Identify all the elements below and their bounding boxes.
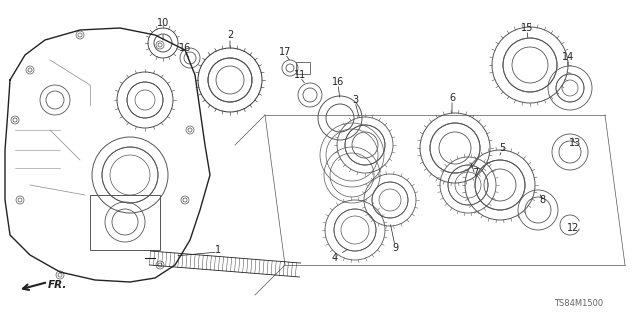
- Bar: [296, 62, 310, 74]
- Text: FR.: FR.: [48, 280, 67, 290]
- Text: 8: 8: [539, 195, 545, 205]
- Text: TS84M1500: TS84M1500: [554, 299, 603, 308]
- Text: 11: 11: [294, 70, 306, 80]
- Text: 2: 2: [227, 30, 233, 40]
- Text: 5: 5: [499, 143, 505, 153]
- Text: 16: 16: [179, 43, 191, 53]
- Text: 10: 10: [157, 18, 169, 28]
- Text: 4: 4: [332, 253, 338, 263]
- Text: 17: 17: [279, 47, 291, 57]
- Text: 1: 1: [215, 245, 221, 255]
- Text: 9: 9: [392, 243, 398, 253]
- Text: 7: 7: [472, 168, 478, 178]
- Bar: [90, 195, 160, 250]
- Text: 15: 15: [521, 23, 533, 33]
- Text: 16: 16: [332, 77, 344, 87]
- Text: 6: 6: [449, 93, 455, 103]
- Text: 12: 12: [567, 223, 579, 233]
- Text: 14: 14: [562, 52, 574, 62]
- Text: 13: 13: [569, 138, 581, 148]
- Text: 3: 3: [352, 95, 358, 105]
